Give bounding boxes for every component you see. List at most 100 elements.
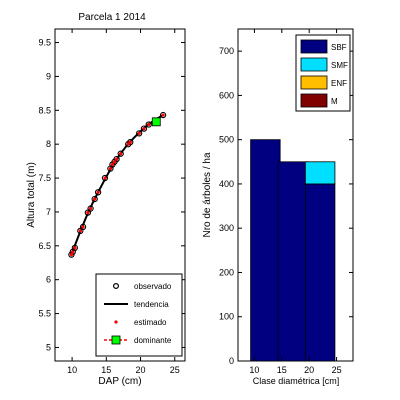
legend-dominante-label: dominante: [134, 336, 172, 345]
left-y-tick-label: 9.5: [38, 38, 51, 48]
bar-sbf: [304, 183, 336, 362]
estimated-point: [147, 122, 151, 127]
right-y-tick-label: 0: [229, 356, 234, 366]
left-y-tick-label: 6: [46, 275, 51, 285]
bar-sbf: [250, 139, 281, 362]
estimated-point: [119, 152, 123, 156]
right-x-tick-label: 20: [304, 365, 314, 375]
estimated-points: [69, 113, 165, 257]
estimated-point: [78, 229, 82, 233]
right-y-tick-label: 400: [219, 179, 234, 189]
legend-observado-label: observado: [134, 282, 172, 291]
estimated-point: [73, 246, 77, 250]
legend-estimated-marker: [114, 320, 118, 324]
observed-point: [71, 244, 78, 251]
observed-point: [145, 121, 152, 128]
legend-item-tendencia: tendencia: [104, 300, 169, 309]
estimated-point: [112, 160, 117, 164]
estimated-point: [81, 225, 85, 229]
estimated-point: [161, 113, 165, 117]
observed-point: [117, 150, 124, 157]
left-y-tick-label: 8.5: [38, 105, 51, 115]
legend-item-observado: observado: [112, 282, 172, 291]
legend-label-enf: ENF: [331, 79, 347, 88]
dominant-point: [151, 117, 161, 127]
right-x-axis-label: Clase diamétrica [cm]: [253, 376, 340, 386]
right-y-tick-label: 500: [219, 135, 234, 145]
estimated-point: [114, 157, 119, 161]
legend-swatch-enf: [300, 75, 328, 90]
estimated-point: [108, 166, 113, 171]
right-y-tick-label: 700: [219, 46, 234, 56]
estimated-point: [103, 176, 107, 180]
observed-point: [127, 139, 134, 146]
right-y-tick-label: 100: [219, 312, 234, 322]
right-y-axis-label: Nro de árboles / ha: [202, 152, 213, 237]
left-y-tick-label: 6.5: [38, 241, 51, 251]
left-x-tick-label: 20: [136, 365, 146, 375]
estimated-point: [88, 206, 93, 211]
observed-point: [94, 189, 102, 196]
left-legend-box: [95, 273, 183, 357]
estimated-point: [110, 162, 115, 167]
observed-point: [101, 174, 109, 182]
scatter-panel: Parcela 1 2014 10 15 20 25 5 5.5 6 6.5 7 7.5 8 8.5…: [26, 12, 186, 387]
left-x-tick-label: 15: [101, 365, 111, 375]
left-y-ticks: 5 5.5 6 6.5 7 7.5 8 8.5 9 9.5: [38, 38, 185, 352]
legend-swatch-m: [300, 93, 328, 108]
observed-point: [87, 205, 94, 212]
right-y-ticks: 0 100 200 300 400 500 600 700: [219, 46, 353, 366]
left-y-axis-label: Altura total (m): [26, 162, 37, 228]
observed-point: [91, 195, 98, 203]
bar-sbf: [277, 161, 308, 362]
estimated-point: [96, 190, 100, 194]
legend-label-smf: SMF: [331, 61, 348, 70]
observed-point: [136, 130, 143, 137]
legend-item-estimado: estimado: [114, 318, 167, 327]
right-y-tick-label: 300: [219, 223, 234, 233]
legend-item-dominante: dominante: [104, 335, 172, 345]
left-x-tick-label: 10: [67, 365, 77, 375]
estimated-point: [142, 127, 146, 131]
bar-smf: [304, 161, 336, 185]
left-y-tick-label: 8: [46, 139, 51, 149]
left-y-tick-label: 5: [46, 342, 51, 352]
estimated-point: [69, 253, 74, 257]
left-y-tick-label: 7.5: [38, 173, 51, 183]
legend-estimado-label: estimado: [134, 318, 167, 327]
right-x-ticks: 10 15 20 25: [249, 29, 342, 375]
estimated-point: [86, 211, 90, 215]
legend-swatch-sbf: [300, 39, 328, 54]
left-x-axis-label: DAP (cm): [98, 376, 141, 387]
right-x-tick-label: 15: [277, 365, 287, 375]
legend-label-sbf: SBF: [331, 43, 347, 52]
estimated-point: [126, 142, 130, 146]
legend-dominant-marker: [111, 335, 121, 345]
dominant-points: [151, 117, 161, 127]
right-y-tick-label: 600: [219, 90, 234, 100]
left-x-ticks: 10 15 20 25: [67, 29, 180, 375]
right-y-tick-label: 200: [219, 267, 234, 277]
estimated-point: [93, 197, 97, 201]
bar-panel: 10 15 20 25 0 100 200 300 400 500 600 700 Clase di…: [202, 28, 354, 386]
left-x-tick-label: 25: [170, 365, 180, 375]
left-legend: observado tendencia estimado dominante: [95, 273, 183, 357]
right-x-tick-label: 25: [332, 365, 342, 375]
observed-point: [140, 125, 148, 132]
right-x-tick-label: 10: [249, 365, 259, 375]
legend-label-m: M: [331, 97, 338, 106]
observed-point: [79, 223, 87, 230]
observed-point: [113, 155, 120, 163]
legend-observed-marker: [112, 283, 119, 290]
bars: [250, 139, 336, 362]
estimated-point: [128, 140, 132, 144]
observed-point: [159, 111, 167, 119]
estimated-point: [71, 250, 75, 254]
left-chart-title: Parcela 1 2014: [78, 12, 146, 23]
legend-swatch-smf: [300, 57, 328, 72]
right-legend: SBF SMF ENF M: [295, 34, 351, 112]
legend-tendencia-label: tendencia: [134, 300, 169, 309]
left-y-tick-label: 5.5: [38, 309, 51, 319]
estimated-point: [137, 131, 141, 135]
